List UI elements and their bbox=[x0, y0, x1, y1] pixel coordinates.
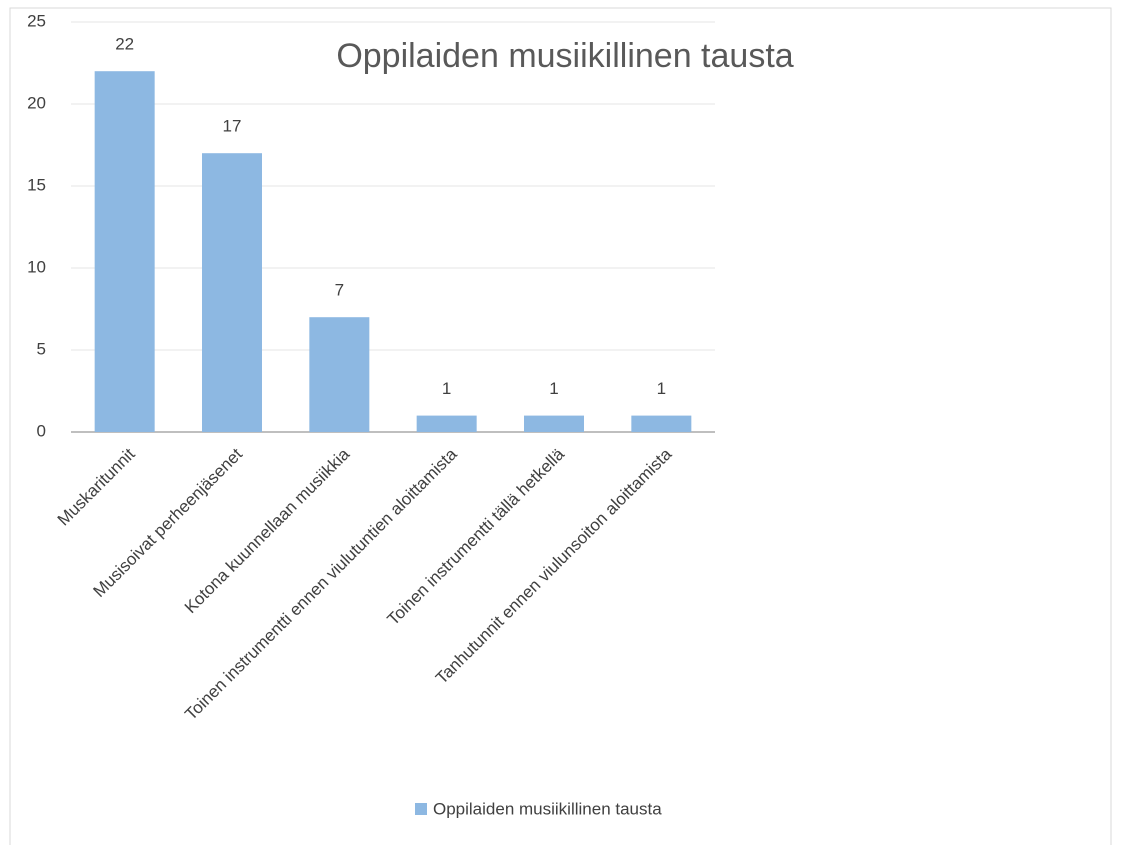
legend-swatch bbox=[415, 803, 427, 815]
data-label: 17 bbox=[223, 117, 242, 136]
y-tick-label: 25 bbox=[27, 11, 46, 30]
y-tick-label: 0 bbox=[37, 421, 46, 440]
data-label: 1 bbox=[657, 379, 666, 398]
bar bbox=[631, 415, 692, 432]
y-tick-label: 20 bbox=[27, 93, 46, 112]
bar bbox=[309, 317, 370, 432]
y-tick-label: 10 bbox=[27, 257, 46, 276]
bar bbox=[202, 153, 262, 432]
data-label: 22 bbox=[115, 35, 134, 54]
bar bbox=[94, 71, 155, 432]
bar bbox=[524, 415, 584, 432]
bar bbox=[416, 415, 477, 432]
data-label: 1 bbox=[442, 379, 451, 398]
y-tick-label: 5 bbox=[37, 339, 46, 358]
data-label: 1 bbox=[549, 379, 558, 398]
chart-title: Oppilaiden musiikillinen tausta bbox=[336, 37, 793, 75]
y-tick-label: 15 bbox=[27, 175, 46, 194]
legend-label: Oppilaiden musiikillinen tausta bbox=[433, 799, 662, 818]
data-label: 7 bbox=[335, 281, 344, 300]
